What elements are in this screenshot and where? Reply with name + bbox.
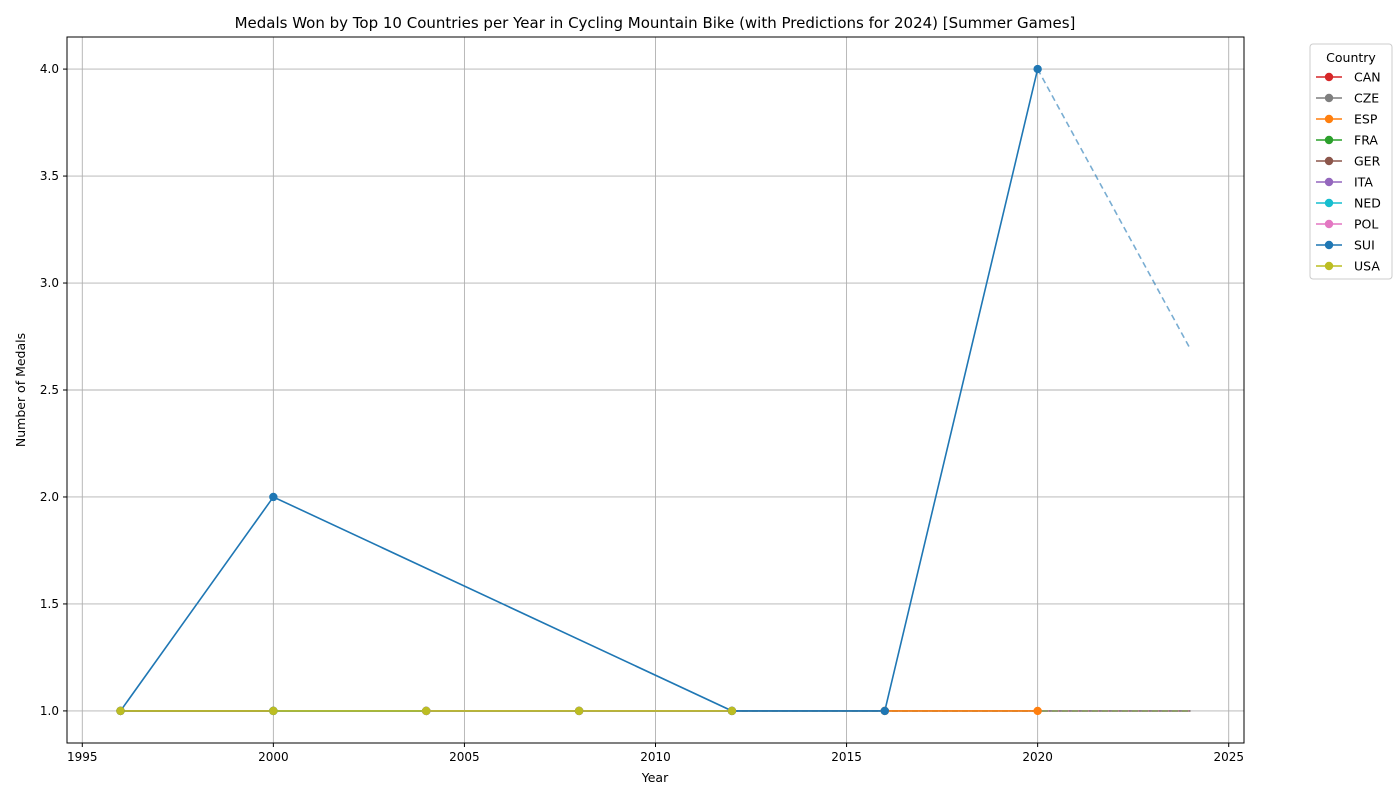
series-sui-point bbox=[1033, 64, 1042, 74]
x-tick-label: 2005 bbox=[449, 750, 480, 764]
legend-marker-fra bbox=[1324, 135, 1334, 145]
series-usa-point bbox=[727, 706, 737, 716]
legend-label-pol: POL bbox=[1354, 217, 1378, 232]
legend-label-cze: CZE bbox=[1354, 91, 1379, 106]
legend-marker-cze bbox=[1324, 93, 1334, 103]
legend: Country CAN CZE ESP FRA GER ITA NED POL SUI USA bbox=[1309, 43, 1393, 280]
series-sui-prediction-line bbox=[1036, 68, 1192, 350]
legend-item-ita: ITA bbox=[1316, 175, 1373, 190]
legend-title: Country bbox=[1326, 50, 1376, 65]
legend-marker-can bbox=[1324, 72, 1334, 82]
legend-marker-ned bbox=[1324, 198, 1334, 208]
legend-marker-sui bbox=[1324, 240, 1334, 250]
series-usa-point bbox=[422, 706, 431, 716]
legend-item-fra: FRA bbox=[1316, 133, 1378, 148]
x-tick-label: 2010 bbox=[640, 750, 671, 764]
legend-label-usa: USA bbox=[1354, 259, 1380, 274]
legend-marker-pol bbox=[1324, 219, 1334, 229]
y-axis-label: Number of Medals bbox=[13, 333, 28, 447]
series-layer bbox=[116, 64, 1192, 716]
legend-label-esp: ESP bbox=[1354, 112, 1378, 127]
legend-item-ned: NED bbox=[1316, 196, 1381, 211]
y-tick-label: 1.5 bbox=[40, 597, 59, 611]
series-esp-point bbox=[1033, 706, 1042, 716]
x-axis-label: Year bbox=[641, 770, 669, 785]
series-usa-point bbox=[574, 706, 584, 716]
legend-marker-esp bbox=[1324, 114, 1334, 124]
legend-marker-ita bbox=[1324, 177, 1334, 187]
x-tick-label: 2025 bbox=[1213, 750, 1244, 764]
series-usa-point bbox=[269, 706, 278, 716]
y-tick-label: 3.0 bbox=[40, 276, 59, 290]
legend-marker-usa bbox=[1324, 261, 1334, 271]
y-tick-label: 2.0 bbox=[40, 490, 59, 504]
legend-item-esp: ESP bbox=[1316, 112, 1378, 127]
series-sui-point bbox=[880, 706, 889, 716]
legend-label-ger: GER bbox=[1354, 154, 1381, 169]
chart-title: Medals Won by Top 10 Countries per Year … bbox=[235, 14, 1076, 32]
legend-label-can: CAN bbox=[1354, 70, 1381, 85]
y-tick-label: 2.5 bbox=[40, 383, 59, 397]
x-tick-label: 2020 bbox=[1022, 750, 1053, 764]
legend-item-cze: CZE bbox=[1316, 91, 1379, 106]
legend-label-sui: SUI bbox=[1354, 238, 1375, 253]
series-usa-point bbox=[116, 706, 125, 716]
legend-item-usa: USA bbox=[1316, 259, 1380, 274]
legend-item-sui: SUI bbox=[1316, 238, 1375, 253]
legend-label-ita: ITA bbox=[1354, 175, 1373, 190]
gridlines bbox=[67, 37, 1244, 743]
legend-marker-ger bbox=[1324, 156, 1334, 166]
legend-items: CAN CZE ESP FRA GER ITA NED POL SUI USA bbox=[1316, 70, 1381, 274]
legend-label-ned: NED bbox=[1354, 196, 1381, 211]
x-tick-label: 1995 bbox=[67, 750, 98, 764]
y-tick-label: 3.5 bbox=[40, 169, 59, 183]
legend-label-fra: FRA bbox=[1354, 133, 1378, 148]
ticks-layer: 1995 2000 2005 2010 2015 2020 2025 1.0 1.5 2.0 2.5… bbox=[40, 62, 1244, 764]
x-tick-label: 2000 bbox=[258, 750, 289, 764]
legend-item-ger: GER bbox=[1316, 154, 1381, 169]
x-tick-label: 2015 bbox=[831, 750, 862, 764]
y-tick-label: 1.0 bbox=[40, 704, 59, 718]
legend-item-pol: POL bbox=[1316, 217, 1378, 232]
y-tick-label: 4.0 bbox=[40, 62, 59, 76]
series-sui-point bbox=[269, 492, 278, 502]
legend-item-can: CAN bbox=[1316, 70, 1381, 85]
